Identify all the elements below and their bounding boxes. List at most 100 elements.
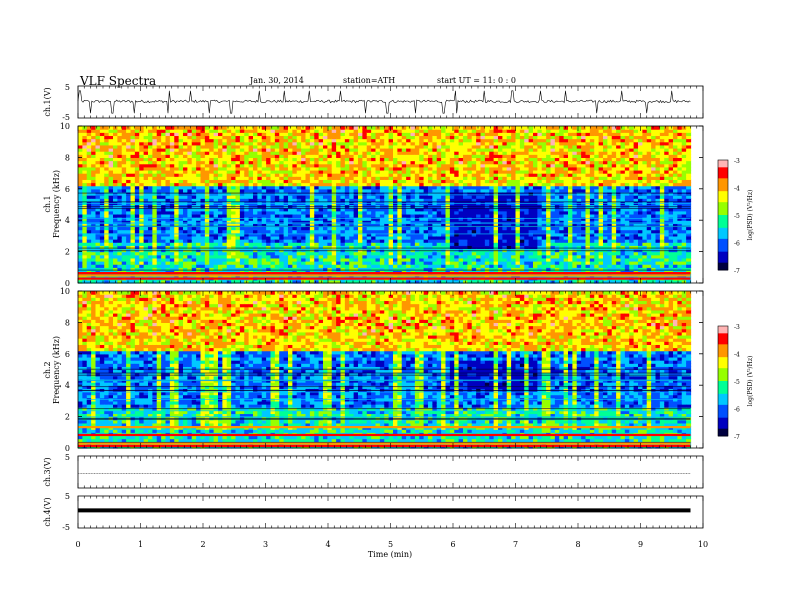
spectrogram-cell <box>248 147 254 152</box>
spectrogram-cell <box>161 226 167 231</box>
spectrogram-cell <box>484 151 490 155</box>
spectrogram-cell <box>445 235 451 240</box>
spectrogram-cell <box>82 160 88 165</box>
spectrogram-cell <box>353 141 359 146</box>
spectrogram-cell <box>117 160 123 165</box>
spectrogram-cell <box>296 188 302 193</box>
spectrogram-cell <box>187 220 193 224</box>
spectrogram-cell <box>82 229 88 234</box>
spectrogram-cell <box>410 147 416 152</box>
spectrogram-cell <box>196 257 202 262</box>
spectrogram-cell <box>336 195 342 199</box>
spectrogram-cell <box>222 179 228 184</box>
spectrogram-cell <box>441 232 447 237</box>
spectrogram-cell <box>406 185 412 190</box>
spectrogram-cell <box>471 188 477 193</box>
spectrogram-cell <box>148 166 153 171</box>
spectrogram-cell <box>340 191 346 196</box>
spectrogram-cell <box>388 242 394 246</box>
spectrogram-cell <box>239 169 245 174</box>
spectrogram-cell <box>288 188 293 193</box>
spectrogram-cell <box>419 232 425 237</box>
spectrogram-cell <box>493 223 499 228</box>
spectrogram-cell <box>441 185 447 190</box>
spectrogram-cell <box>349 261 355 265</box>
spectrogram-cell <box>296 242 302 246</box>
spectrogram-cell <box>393 147 398 152</box>
spectrogram-cell <box>371 220 377 224</box>
spectrogram-cell <box>113 135 118 140</box>
spectrogram-cell <box>476 207 482 212</box>
spectrogram-cell <box>165 198 171 202</box>
spectrogram-cell <box>476 185 482 190</box>
spectrogram-cell <box>419 182 425 187</box>
spectrogram-cell <box>121 135 127 140</box>
spectrogram-cell <box>126 144 132 149</box>
spectrogram-cell <box>165 267 171 272</box>
spectrogram-cell <box>222 191 228 196</box>
spectrogram-cell <box>463 176 468 180</box>
spectrogram-cell <box>191 226 197 231</box>
spectrogram-cell <box>480 267 486 272</box>
spectrogram-cell <box>191 223 197 228</box>
spectrogram-cell <box>428 207 433 212</box>
spectrogram-cell <box>498 151 503 155</box>
spectrogram-cell <box>165 248 171 253</box>
spectrogram-cell <box>108 141 114 146</box>
spectrogram-cell <box>393 251 398 256</box>
spectrogram-cell <box>187 245 193 250</box>
spectrogram-cell <box>441 235 447 240</box>
spectrogram-cell <box>253 195 258 199</box>
spectrogram-cell <box>292 248 298 253</box>
spectrogram-cell <box>126 185 132 190</box>
spectrogram-cell <box>292 223 298 228</box>
spectrogram-cell <box>480 147 486 152</box>
spectrogram-cell <box>283 138 289 143</box>
spectrogram-cell <box>314 210 320 215</box>
spectrogram-cell <box>191 166 197 171</box>
spectrogram-cell <box>222 242 228 246</box>
spectrogram-cell <box>375 135 381 140</box>
spectrogram-cell <box>423 129 429 133</box>
spectrogram-cell <box>340 132 346 137</box>
spectrogram-cell <box>261 169 267 174</box>
spectrogram-cell <box>463 254 468 259</box>
spectrogram-cell <box>476 157 482 162</box>
spectrogram-cell <box>117 242 123 246</box>
spectrogram-cell <box>274 226 280 231</box>
spectrogram-cell <box>121 179 127 184</box>
spectrogram-cell <box>388 132 394 137</box>
spectrogram-cell <box>126 173 132 177</box>
spectrogram-cell <box>187 251 193 256</box>
spectrogram-cell <box>261 173 267 177</box>
spectrogram-cell <box>397 264 403 268</box>
spectrogram-cell <box>274 251 280 256</box>
spectrogram-cell <box>484 154 490 158</box>
spectrogram-cell <box>261 147 267 152</box>
spectrogram-cell <box>161 279 167 284</box>
spectrogram-cell <box>397 235 403 240</box>
spectrogram-cell <box>213 163 219 168</box>
spectrogram-cell <box>270 254 276 259</box>
spectrogram-cell <box>467 239 473 243</box>
spectrogram-cell <box>99 279 105 284</box>
spectrogram-cell <box>309 191 315 196</box>
spectrogram-cell <box>244 185 250 190</box>
spectrogram-cell <box>261 267 267 272</box>
spectrogram-cell <box>471 229 477 234</box>
spectrogram-cell <box>366 257 372 262</box>
spectrogram-cell <box>148 157 153 162</box>
spectrogram-cell <box>95 166 101 171</box>
spectrogram-cell <box>261 207 267 212</box>
spectrogram-cell <box>384 223 390 228</box>
spectrogram-cell <box>218 257 223 262</box>
spectrogram-cell <box>95 257 101 262</box>
spectrogram-cell <box>489 213 495 218</box>
spectrogram-cell <box>113 132 118 137</box>
spectrogram-cell <box>314 257 320 262</box>
spectrogram-cell <box>274 229 280 234</box>
spectrogram-cell <box>134 163 140 168</box>
spectrogram-cell <box>449 251 455 256</box>
spectrogram-cell <box>78 129 83 133</box>
spectrogram-cell <box>484 226 490 231</box>
